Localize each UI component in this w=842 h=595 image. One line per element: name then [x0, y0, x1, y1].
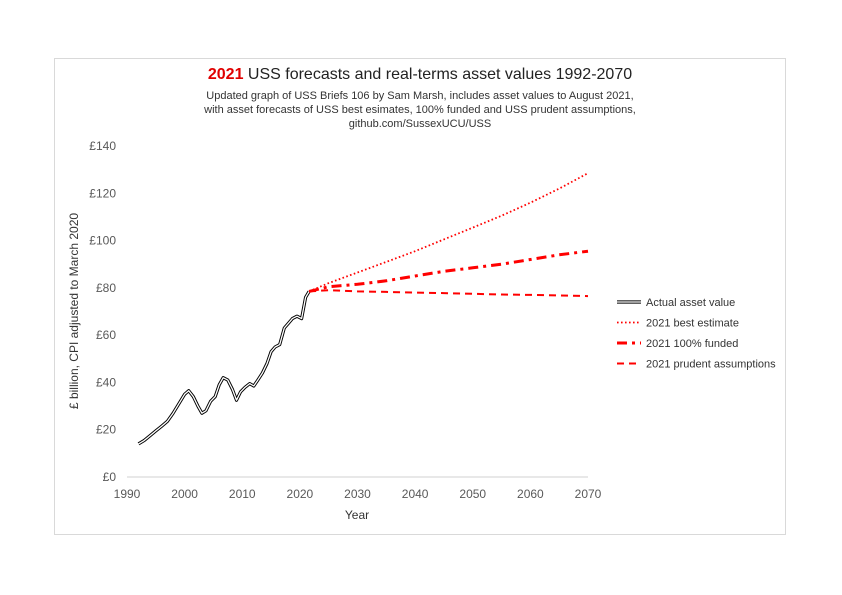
chart-ticks: £0 £20 £40 £60 £80 £100 £120 £140 1990 2000 2010 20… [89, 139, 601, 501]
series-actual-asset-value-inner [138, 291, 310, 445]
y-tick-label: £140 [89, 139, 116, 153]
legend-item-2021-100-funded-label: 2021 100% funded [646, 338, 738, 350]
legend-item-2021-prudent-assumptions-label: 2021 prudent assumptions [646, 359, 776, 371]
x-tick-label: 2060 [517, 487, 544, 501]
chart-subtitle-line-3: github.com/SussexUCU/USS [348, 118, 492, 130]
x-tick-label: 2000 [171, 487, 198, 501]
y-tick-label: £120 [89, 186, 116, 200]
y-tick-label: £0 [103, 470, 117, 484]
chart-frame [54, 58, 786, 535]
x-tick-label: 2040 [402, 487, 429, 501]
x-tick-label: 2020 [287, 487, 314, 501]
chart-series [137, 172, 589, 446]
chart-subtitle-line-2: with asset forecasts of USS best esimate… [204, 104, 636, 116]
y-axis-label: £ billion, CPI adjusted to March 2020 [67, 213, 81, 409]
x-tick-label: 2070 [575, 487, 602, 501]
series-actual-asset-value [137, 290, 311, 446]
chart-legend: Actual asset value 2021 best estimate 2021… [617, 297, 776, 371]
y-tick-label: £100 [89, 234, 116, 248]
chart-subtitle-line-1: Updated graph of USS Briefs 106 by Sam M… [206, 90, 634, 102]
x-tick-label: 1990 [114, 487, 141, 501]
chart-title-text: USS forecasts and real-terms asset value… [243, 66, 633, 83]
series-2021-best-estimate [308, 172, 589, 293]
x-axis-label: Year [345, 508, 369, 522]
series-2021-100-funded [308, 249, 589, 293]
legend-item-actual-asset-value-label: Actual asset value [646, 297, 735, 309]
x-tick-label: 2050 [459, 487, 486, 501]
legend-item-2021-best-estimate-label: 2021 best estimate [646, 318, 739, 330]
x-tick-label: 2010 [229, 487, 256, 501]
chart-title-year: 2021 [207, 66, 244, 83]
chart-title: 2021 USS forecasts and real-terms asset … [54, 66, 786, 84]
series-2021-prudent-assumptions [309, 289, 589, 298]
y-tick-label: £40 [96, 375, 116, 389]
y-tick-label: £60 [96, 328, 116, 342]
x-tick-label: 2030 [344, 487, 371, 501]
y-tick-label: £80 [96, 281, 116, 295]
y-tick-label: £20 [96, 423, 116, 437]
